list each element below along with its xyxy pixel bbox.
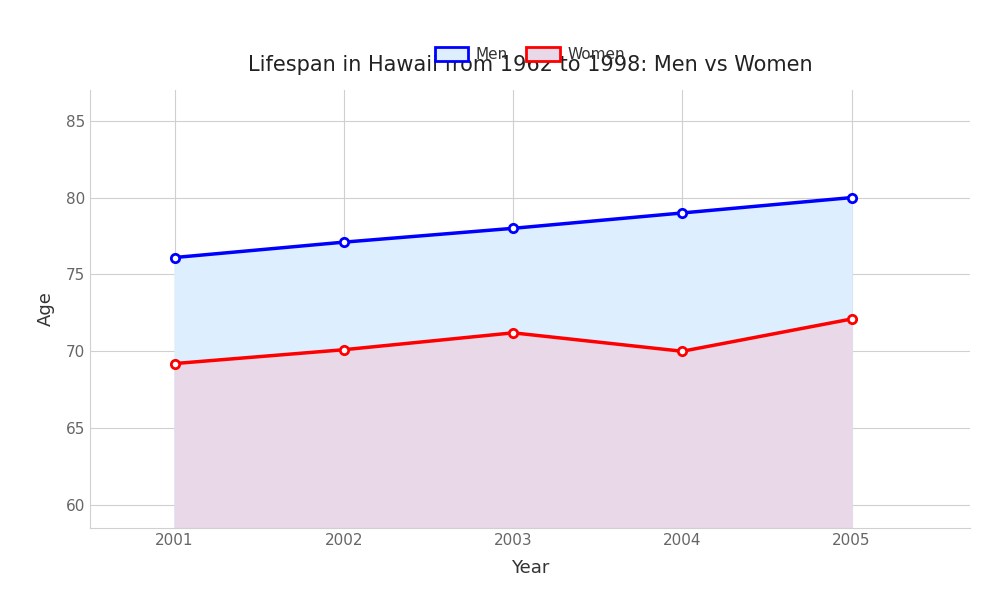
Legend: Men, Women: Men, Women — [429, 41, 631, 68]
Title: Lifespan in Hawaii from 1962 to 1998: Men vs Women: Lifespan in Hawaii from 1962 to 1998: Me… — [248, 55, 812, 74]
Y-axis label: Age: Age — [37, 292, 55, 326]
X-axis label: Year: Year — [511, 559, 549, 577]
